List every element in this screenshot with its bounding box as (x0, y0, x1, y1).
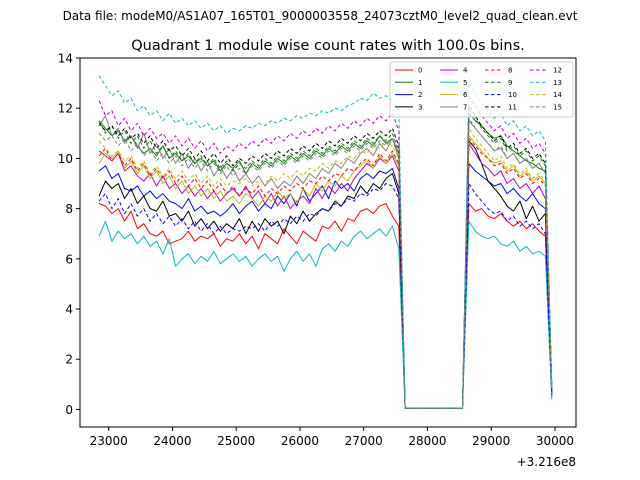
x-tick-label: 24000 (153, 434, 191, 448)
x-axis: 23000 24000 25000 26000 27000 28000 29000 30000 (90, 427, 574, 448)
legend-label-2: 2 (418, 91, 422, 99)
legend-label-7: 7 (463, 103, 467, 111)
y-tick-label: 14 (58, 52, 73, 66)
series-line-5 (98, 220, 553, 409)
legend-label-6: 6 (463, 91, 468, 99)
x-tick-label: 27000 (345, 434, 383, 448)
legend-label-3: 3 (418, 103, 422, 111)
legend-box (389, 61, 574, 118)
series-line-14 (98, 127, 553, 409)
x-tick-label: 23000 (90, 434, 128, 448)
legend-label-10: 10 (508, 91, 517, 99)
series-line-9 (98, 107, 553, 409)
y-tick-label: 8 (65, 202, 73, 216)
legend-label-0: 0 (418, 67, 422, 75)
y-axis: 0 2 4 6 8 10 12 14 (58, 52, 80, 417)
x-tick-label: 30000 (536, 434, 574, 448)
legend-label-15: 15 (553, 103, 562, 111)
chart-title: Quadrant 1 module wise count rates with … (131, 38, 525, 54)
legend-label-13: 13 (553, 79, 562, 87)
x-offset-label: +3.216e8 (517, 455, 576, 469)
x-tick-label: 28000 (408, 434, 446, 448)
x-tick-label: 25000 (217, 434, 255, 448)
series-line-8 (98, 137, 553, 409)
legend-label-4: 4 (463, 67, 468, 75)
y-tick-label: 12 (58, 102, 73, 116)
suptitle: Data file: modeM0/AS1A07_165T01_90000035… (63, 9, 578, 23)
legend-label-8: 8 (508, 67, 512, 75)
series-line-4 (98, 142, 553, 409)
y-tick-label: 2 (65, 353, 73, 367)
series-line-10 (98, 183, 553, 409)
legend-label-1: 1 (418, 79, 422, 87)
series-line-7 (98, 115, 553, 409)
x-tick-label: 29000 (472, 434, 510, 448)
legend-label-9: 9 (508, 79, 512, 87)
y-tick-label: 4 (65, 303, 73, 317)
y-tick-label: 6 (65, 252, 73, 266)
series-line-0 (98, 203, 553, 409)
legend-label-5: 5 (463, 79, 467, 87)
series-line-1 (98, 112, 553, 409)
y-tick-label: 0 (65, 403, 73, 417)
legend-label-11: 11 (508, 103, 517, 111)
series-line-6 (98, 135, 553, 409)
y-tick-label: 10 (58, 152, 73, 166)
axes-frame (79, 57, 577, 428)
legend-label-12: 12 (553, 67, 562, 75)
legend-label-14: 14 (553, 91, 562, 99)
x-tick-label: 26000 (281, 434, 319, 448)
series-line-15 (98, 117, 553, 409)
